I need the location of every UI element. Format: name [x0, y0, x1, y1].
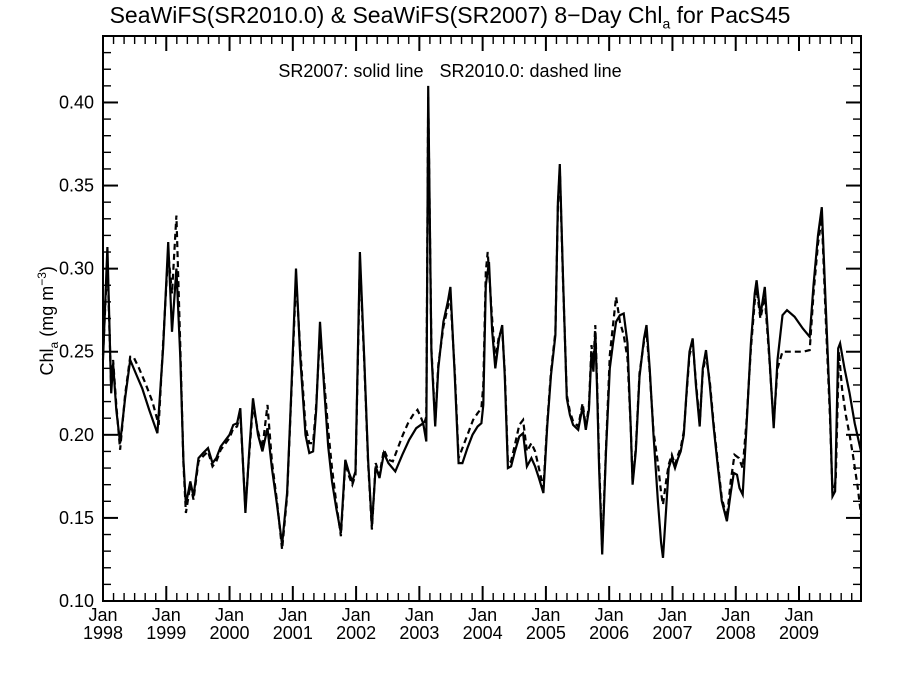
x-tick-label-month: Jan — [658, 605, 687, 625]
x-tick-label-month: Jan — [531, 605, 560, 625]
x-tick-label-month: Jan — [784, 605, 813, 625]
x-tick-label-year: 1999 — [146, 623, 186, 643]
x-tick-label-month: Jan — [468, 605, 497, 625]
y-axis-title: Chla (mg m−3) — [35, 211, 61, 431]
x-tick-label-year: 2007 — [652, 623, 692, 643]
plot-frame — [102, 35, 862, 602]
legend-solid-label: SR2007: solid line — [278, 61, 424, 81]
dashed-series-line — [101, 95, 863, 550]
x-tick-label-year: 2008 — [716, 623, 756, 643]
x-tick-label-month: Jan — [721, 605, 750, 625]
x-tick-label-month: Jan — [88, 605, 117, 625]
x-tick-label-month: Jan — [278, 605, 307, 625]
title-text-main: SeaWiFS(SR2010.0) & SeaWiFS(SR2007) 8−Da… — [109, 2, 663, 28]
x-tick-label-year: 2003 — [399, 623, 439, 643]
x-tick-label-month: Jan — [595, 605, 624, 625]
x-tick-label-month: Jan — [405, 605, 434, 625]
y-tick-label: 0.40 — [59, 92, 94, 112]
x-tick-label-month: Jan — [152, 605, 181, 625]
x-tick-label-year: 2000 — [210, 623, 250, 643]
y-tick-label: 0.30 — [59, 259, 94, 279]
x-tick-label-month: Jan — [342, 605, 371, 625]
x-tick-label-year: 2001 — [273, 623, 313, 643]
x-tick-label-year: 2005 — [526, 623, 566, 643]
page-title: SeaWiFS(SR2010.0) & SeaWiFS(SR2007) 8−Da… — [0, 2, 900, 32]
x-tick-label-year: 2006 — [589, 623, 629, 643]
legend: SR2007: solid line SR2010.0: dashed line — [0, 61, 900, 82]
y-tick-label: 0.10 — [59, 591, 94, 611]
y-tick-label: 0.20 — [59, 425, 94, 445]
x-tick-label-year: 1998 — [83, 623, 123, 643]
solid-series-line — [101, 85, 863, 558]
x-tick-label-month: Jan — [215, 605, 244, 625]
x-tick-label-year: 2002 — [336, 623, 376, 643]
y-title-main: Chl — [37, 348, 58, 376]
title-text-tail: for PacS45 — [670, 2, 791, 28]
y-title-mid: (mg m — [37, 285, 58, 342]
y-title-subscript: a — [46, 341, 61, 349]
legend-dashed-label: SR2010.0: dashed line — [439, 61, 622, 81]
title-subscript: a — [662, 15, 671, 32]
y-title-tail: ) — [37, 266, 58, 273]
x-tick-label-year: 2004 — [463, 623, 503, 643]
y-title-superscript: −3 — [35, 272, 50, 286]
y-tick-label: 0.15 — [59, 508, 94, 528]
y-tick-label: 0.25 — [59, 342, 94, 362]
x-tick-label-year: 2009 — [779, 623, 819, 643]
y-tick-label: 0.35 — [59, 176, 94, 196]
